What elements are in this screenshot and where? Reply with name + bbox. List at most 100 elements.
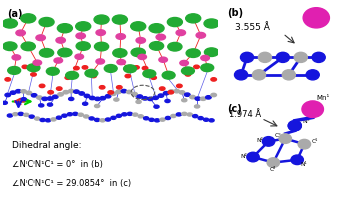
Text: 1.974 Å: 1.974 Å — [229, 110, 261, 119]
Circle shape — [114, 98, 119, 101]
Circle shape — [27, 64, 40, 72]
Circle shape — [58, 48, 72, 57]
Circle shape — [16, 90, 21, 93]
Circle shape — [138, 115, 143, 118]
Circle shape — [291, 155, 303, 165]
Circle shape — [57, 24, 72, 33]
Circle shape — [89, 117, 94, 120]
Circle shape — [76, 42, 90, 50]
Text: 3.555 Å: 3.555 Å — [235, 23, 270, 32]
Text: Dihedral angle:: Dihedral angle: — [12, 141, 82, 150]
Circle shape — [51, 118, 56, 121]
Circle shape — [126, 90, 132, 94]
Circle shape — [99, 86, 105, 89]
Circle shape — [104, 65, 117, 72]
Circle shape — [16, 30, 25, 36]
Circle shape — [235, 70, 248, 80]
Circle shape — [149, 24, 164, 33]
Circle shape — [209, 119, 214, 122]
Circle shape — [10, 91, 16, 94]
Circle shape — [131, 22, 146, 31]
Circle shape — [100, 119, 105, 122]
Circle shape — [174, 89, 180, 93]
Circle shape — [90, 96, 95, 100]
Circle shape — [74, 66, 79, 70]
Circle shape — [144, 117, 149, 120]
Circle shape — [154, 105, 159, 108]
Circle shape — [247, 152, 259, 162]
Circle shape — [279, 134, 291, 143]
Circle shape — [91, 74, 96, 78]
Circle shape — [116, 90, 121, 93]
Circle shape — [24, 113, 29, 116]
Circle shape — [35, 117, 40, 120]
Circle shape — [8, 67, 21, 74]
Circle shape — [39, 17, 54, 27]
Text: (b): (b) — [227, 8, 243, 18]
Circle shape — [96, 59, 104, 64]
Circle shape — [13, 67, 19, 71]
Circle shape — [171, 114, 176, 118]
Circle shape — [47, 97, 53, 100]
Text: ∠NᴵCᴵN¹C¹ = 0°  in (b): ∠NᴵCᴵN¹C¹ = 0° in (b) — [12, 160, 103, 169]
Text: Mn¹: Mn¹ — [316, 95, 329, 101]
Circle shape — [158, 94, 164, 97]
Text: C²: C² — [270, 167, 276, 172]
Circle shape — [276, 52, 289, 62]
Circle shape — [56, 87, 62, 90]
Circle shape — [56, 116, 62, 119]
Circle shape — [76, 33, 85, 39]
Circle shape — [48, 91, 53, 94]
Circle shape — [21, 14, 36, 23]
Circle shape — [5, 93, 10, 97]
Circle shape — [186, 14, 201, 23]
Circle shape — [100, 97, 106, 100]
Circle shape — [182, 67, 194, 75]
Circle shape — [40, 118, 45, 122]
Circle shape — [69, 97, 74, 100]
Circle shape — [66, 71, 79, 79]
Circle shape — [138, 54, 146, 60]
Circle shape — [124, 65, 136, 73]
Circle shape — [143, 70, 156, 78]
Text: C¹: C¹ — [311, 139, 318, 144]
Circle shape — [176, 30, 185, 36]
Circle shape — [117, 59, 126, 65]
Circle shape — [21, 98, 26, 101]
Circle shape — [282, 70, 295, 80]
Circle shape — [95, 97, 100, 101]
Text: (c): (c) — [227, 104, 242, 114]
Circle shape — [312, 52, 325, 62]
Circle shape — [125, 74, 131, 78]
Circle shape — [29, 115, 34, 118]
Circle shape — [137, 95, 143, 98]
Circle shape — [3, 42, 17, 51]
Circle shape — [182, 112, 187, 115]
Circle shape — [94, 104, 100, 108]
Circle shape — [116, 114, 121, 117]
Circle shape — [33, 60, 42, 65]
Circle shape — [47, 103, 53, 106]
Circle shape — [22, 65, 28, 69]
Circle shape — [74, 90, 79, 93]
Circle shape — [67, 113, 72, 116]
Circle shape — [186, 49, 200, 57]
Text: N²: N² — [240, 154, 247, 159]
Circle shape — [262, 137, 275, 146]
Circle shape — [136, 38, 145, 43]
Circle shape — [5, 78, 10, 81]
Circle shape — [53, 95, 58, 99]
Text: N°: N° — [302, 119, 310, 124]
Circle shape — [288, 121, 301, 131]
Circle shape — [21, 90, 26, 93]
Circle shape — [94, 15, 109, 24]
Circle shape — [116, 34, 126, 39]
Circle shape — [83, 102, 88, 105]
Circle shape — [203, 118, 209, 121]
Circle shape — [68, 89, 74, 93]
Text: ∠NᴵCᴵN¹C¹ = 29.0854°  in (c): ∠NᴵCᴵN¹C¹ = 29.0854° in (c) — [12, 179, 131, 188]
Circle shape — [85, 69, 98, 77]
Circle shape — [149, 42, 164, 50]
Text: N¹: N¹ — [301, 162, 308, 167]
Circle shape — [182, 99, 187, 102]
